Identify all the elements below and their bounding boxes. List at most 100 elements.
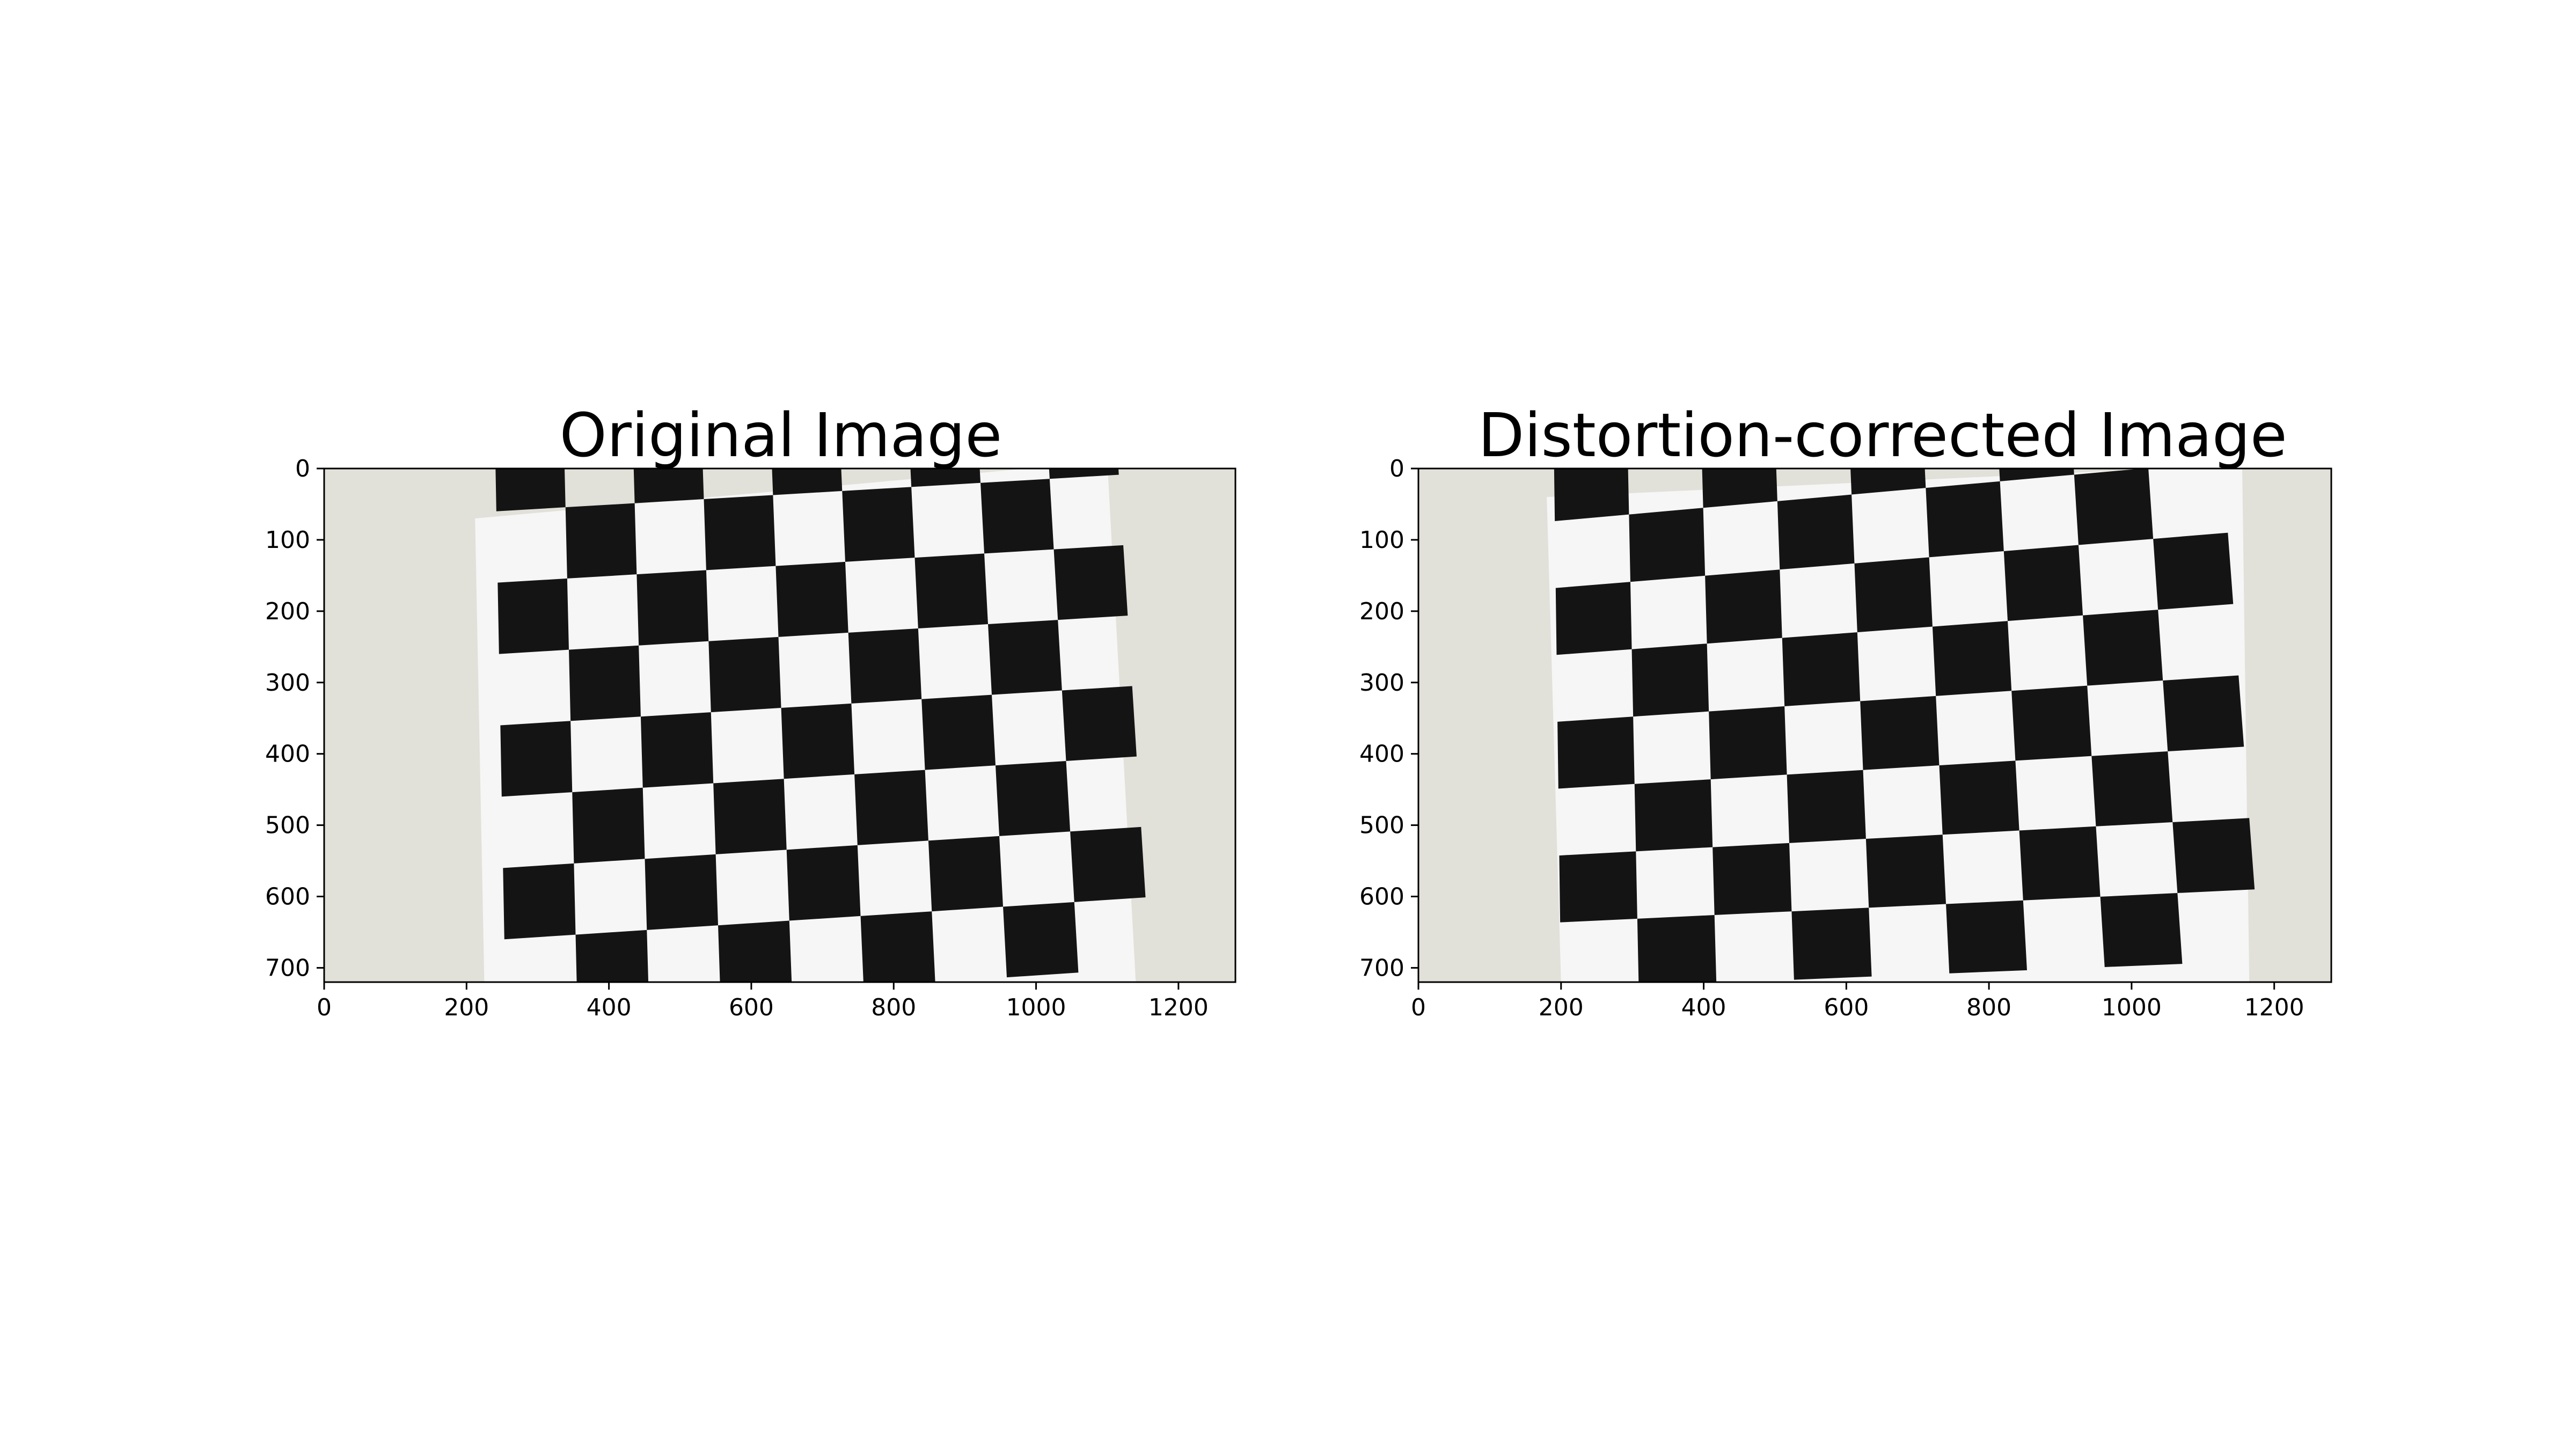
checker-square bbox=[772, 469, 843, 495]
checker-square bbox=[1705, 569, 1782, 644]
x-tick-label: 400 bbox=[587, 994, 632, 1021]
checker-square bbox=[921, 694, 996, 770]
x-tick-label: 400 bbox=[1681, 994, 1726, 1021]
checker-square bbox=[1713, 843, 1792, 916]
y-tick-label: 300 bbox=[265, 669, 310, 697]
x-tick-label: 1000 bbox=[1006, 994, 1066, 1021]
checker-square bbox=[1854, 557, 1933, 633]
corrected-image-panel: Distortion-corrected Image 0 200 400 600 800… bbox=[1359, 401, 2332, 1021]
y-tick-label: 100 bbox=[265, 526, 310, 554]
checker-square bbox=[1777, 494, 1855, 570]
x-tick-label: 200 bbox=[444, 994, 489, 1021]
checker-square bbox=[636, 570, 709, 646]
checker-square bbox=[640, 712, 714, 788]
checker-square bbox=[2091, 751, 2173, 826]
checker-square bbox=[988, 620, 1062, 695]
checker-square bbox=[569, 645, 641, 721]
checker-square bbox=[1049, 469, 1119, 479]
checker-square bbox=[572, 787, 645, 863]
checker-square bbox=[575, 930, 649, 982]
checker-square bbox=[980, 479, 1054, 554]
checker-square bbox=[503, 863, 576, 940]
checker-square bbox=[2163, 675, 2244, 752]
original-image-title: Original Image bbox=[560, 401, 1002, 471]
y-tick-label: 500 bbox=[265, 812, 310, 839]
checker-square bbox=[842, 487, 915, 562]
checker-square bbox=[1850, 469, 1926, 495]
x-tick-label: 0 bbox=[317, 994, 332, 1021]
checker-square bbox=[565, 503, 637, 579]
y-tick-label: 300 bbox=[1359, 669, 1404, 697]
y-tick-label: 400 bbox=[265, 741, 310, 768]
checker-square bbox=[854, 770, 928, 845]
checker-square bbox=[996, 760, 1071, 836]
checker-square bbox=[1999, 469, 2074, 481]
y-tick-label: 600 bbox=[1359, 883, 1404, 911]
checker-square bbox=[718, 920, 792, 982]
x-tick-label: 600 bbox=[1824, 994, 1869, 1021]
corrected-checkerboard-image bbox=[1418, 469, 2331, 982]
x-tick-label: 800 bbox=[871, 994, 916, 1021]
axes-frame bbox=[1417, 467, 2332, 983]
checker-square bbox=[914, 553, 989, 628]
y-tick-label: 700 bbox=[1359, 954, 1404, 982]
y-tick-label: 700 bbox=[265, 954, 310, 982]
checker-square bbox=[1637, 915, 1717, 982]
checker-square bbox=[1860, 696, 1940, 770]
x-tick-label: 1200 bbox=[1148, 994, 1209, 1021]
x-tick-label: 800 bbox=[1966, 994, 2011, 1021]
checker-square bbox=[2100, 893, 2183, 967]
checker-square bbox=[704, 495, 776, 570]
checker-square bbox=[495, 469, 566, 511]
checker-square bbox=[1062, 686, 1137, 761]
checker-square bbox=[775, 561, 848, 637]
checker-square bbox=[781, 703, 855, 779]
checker-square bbox=[928, 836, 1004, 912]
x-tick-label: 1200 bbox=[2244, 994, 2304, 1021]
checker-square bbox=[2083, 610, 2163, 686]
axes-frame bbox=[323, 467, 1236, 983]
checker-square bbox=[1554, 469, 1629, 522]
x-tick-label: 200 bbox=[1539, 994, 1584, 1021]
y-tick-label: 0 bbox=[295, 455, 310, 482]
checker-square bbox=[708, 636, 781, 713]
original-checkerboard-image bbox=[324, 469, 1235, 982]
checker-square bbox=[713, 779, 787, 854]
checker-square bbox=[860, 911, 935, 982]
checker-square bbox=[1555, 582, 1632, 655]
checker-square bbox=[1946, 900, 2027, 974]
corrected-image-axes: 0 200 400 600 800 1000 1200 0 100 200 300 400 500 600… bbox=[1359, 455, 2332, 1021]
y-tick-label: 100 bbox=[1359, 526, 1404, 554]
checker-square bbox=[1865, 835, 1946, 908]
checker-square bbox=[1932, 621, 2012, 696]
checker-square bbox=[1559, 851, 1637, 923]
checker-square bbox=[2011, 685, 2092, 761]
y-tick-label: 400 bbox=[1359, 741, 1404, 768]
checker-square bbox=[2153, 532, 2234, 610]
checker-square bbox=[1629, 508, 1706, 582]
checker-square bbox=[1557, 716, 1635, 789]
y-tick-label: 600 bbox=[265, 883, 310, 911]
checker-square bbox=[2172, 818, 2255, 894]
checker-square bbox=[1053, 545, 1128, 620]
checker-square bbox=[497, 578, 569, 654]
y-tick-label: 200 bbox=[265, 598, 310, 625]
checker-square bbox=[1939, 760, 2019, 835]
original-image-panel: Original Image 0 200 400 600 800 1000 1200 0 100… bbox=[265, 401, 1236, 1021]
checker-square bbox=[848, 628, 922, 704]
checker-square bbox=[2003, 545, 2083, 621]
original-image-axes: 0 200 400 600 800 1000 1200 0 100 200 300 400 500 600… bbox=[265, 455, 1236, 1021]
checker-square bbox=[1702, 469, 1777, 508]
y-tick-label: 500 bbox=[1359, 812, 1404, 839]
checker-square bbox=[1926, 481, 2004, 558]
checker-square bbox=[1003, 902, 1079, 978]
checker-square bbox=[1634, 779, 1713, 852]
checker-square bbox=[1070, 826, 1146, 902]
checker-square bbox=[1791, 908, 1872, 980]
checker-square bbox=[786, 845, 861, 921]
checker-square bbox=[2019, 826, 2101, 901]
x-tick-label: 600 bbox=[729, 994, 774, 1021]
x-tick-label: 0 bbox=[1411, 994, 1426, 1021]
checker-square bbox=[633, 469, 704, 503]
